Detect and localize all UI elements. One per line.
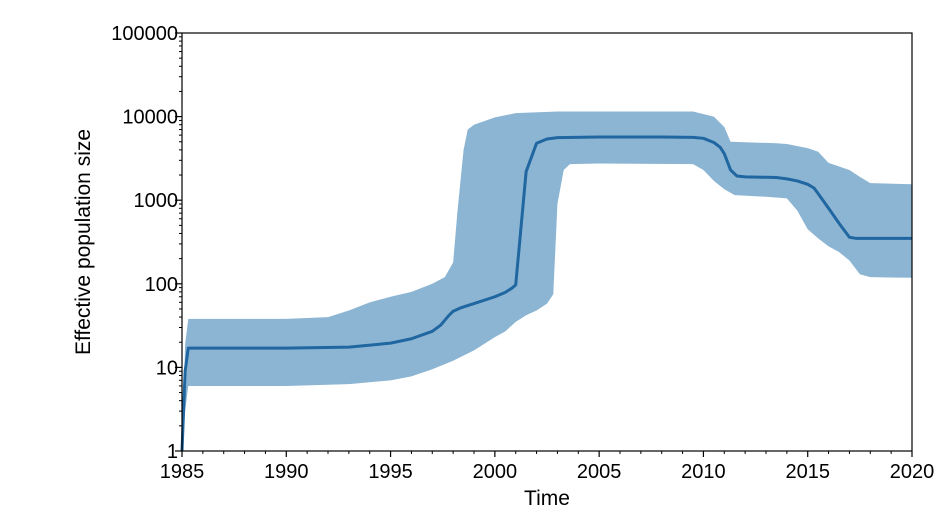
x-tick-label: 2000 bbox=[473, 461, 518, 483]
x-tick-label: 2015 bbox=[785, 461, 830, 483]
x-tick-label: 2020 bbox=[890, 461, 935, 483]
y-tick-label: 100000 bbox=[111, 23, 178, 45]
y-tick-label: 100 bbox=[145, 274, 178, 296]
confidence-band bbox=[182, 111, 912, 451]
x-axis-title: Time bbox=[524, 487, 570, 510]
x-tick-label: 2005 bbox=[577, 461, 622, 483]
x-tick-label: 2010 bbox=[681, 461, 726, 483]
x-tick-label: 1990 bbox=[264, 461, 309, 483]
y-tick-label: 1000 bbox=[134, 190, 179, 212]
y-tick-label: 1 bbox=[167, 441, 178, 463]
y-minor-ticks bbox=[179, 36, 182, 427]
confidence-band-layer bbox=[182, 111, 912, 451]
y-tick-label: 10000 bbox=[122, 107, 178, 129]
median-line bbox=[180, 135, 912, 452]
y-axis: 1 10 100 1000 10000 100000 bbox=[111, 23, 182, 463]
y-tick-label: 10 bbox=[156, 357, 178, 379]
median-line-layer bbox=[180, 135, 912, 452]
plot-frame bbox=[181, 32, 913, 452]
y-axis-title: Effective population size bbox=[72, 129, 95, 355]
x-tick-label: 1995 bbox=[368, 461, 413, 483]
x-tick-label: 1985 bbox=[160, 461, 205, 483]
x-axis: 1985 1990 1995 2000 2005 2010 2015 2020 bbox=[160, 451, 935, 483]
